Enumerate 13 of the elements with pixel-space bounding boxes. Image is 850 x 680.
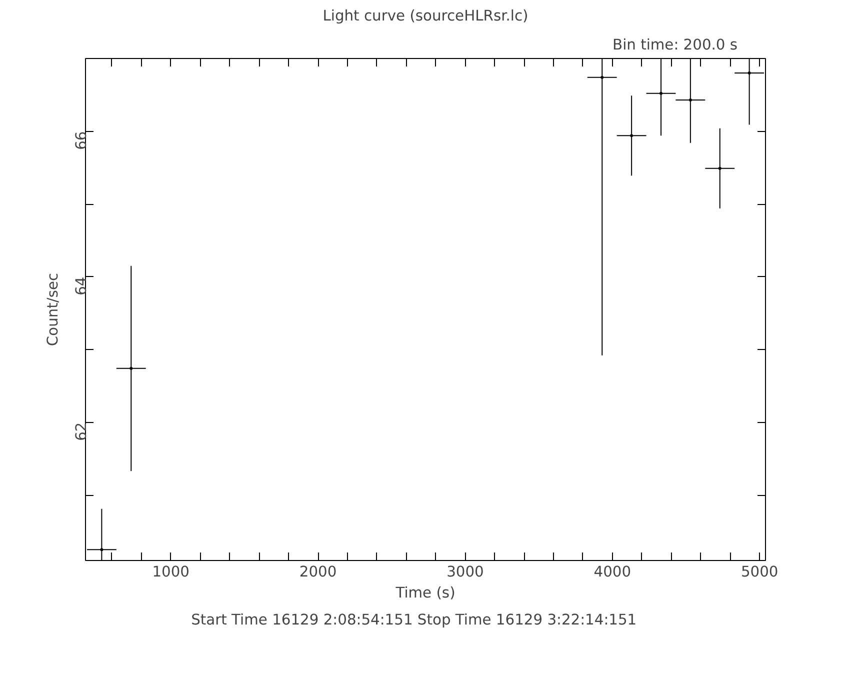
x-tick-label: 5000 (740, 564, 778, 580)
y-tick-label: 62 (73, 422, 90, 441)
text: Start Time 16129 2:08:54:151 Stop Time 16129 3:22:14:151 (191, 612, 637, 628)
x-tick-label: 1000 (152, 564, 190, 580)
y-tick-label: 64 (73, 276, 90, 296)
y-axis-title: Count/sec (44, 272, 62, 346)
x-tick-label: 4000 (594, 564, 632, 580)
x-tick-label: 2000 (299, 564, 337, 580)
x-axis-title: Time (s) (394, 584, 456, 602)
text: Bin time: 200.0 s (612, 36, 738, 54)
chart-title: Light curve (sourceHLRsr.lc) (322, 8, 528, 24)
y-tick-label: 66 (73, 131, 90, 150)
x-tick-label: 3000 (446, 564, 484, 580)
